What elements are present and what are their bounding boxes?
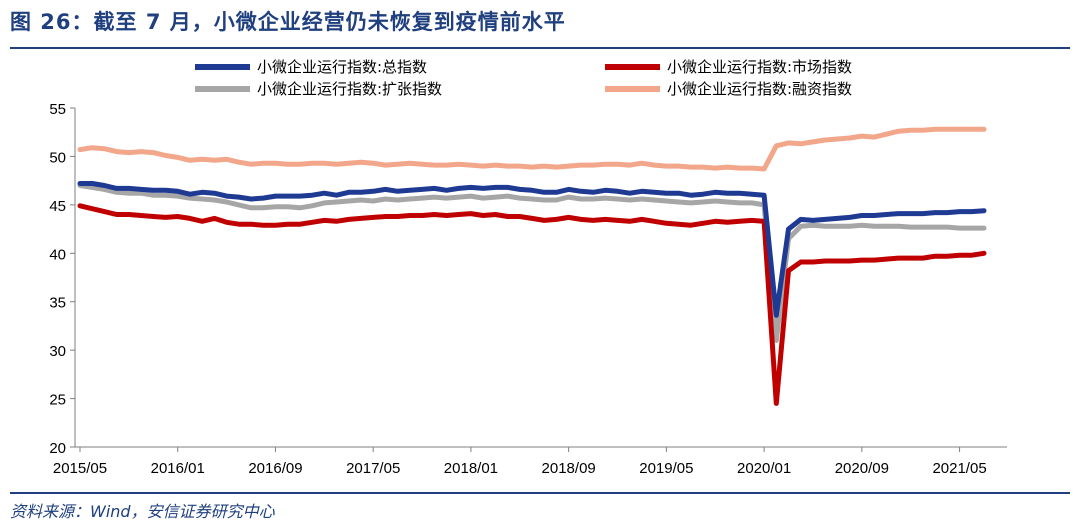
x-tick-label: 2021/05 xyxy=(932,460,986,477)
y-tick-label: 40 xyxy=(49,246,66,263)
series-layer xyxy=(77,126,987,406)
y-tick-label: 50 xyxy=(49,149,66,166)
x-tick-label: 2019/05 xyxy=(639,460,693,477)
series-line-2 xyxy=(77,183,987,343)
y-tick-label: 20 xyxy=(49,440,66,457)
source-note: 资料来源：Wind，安信证券研究中心 xyxy=(10,502,275,521)
x-tick-label: 2018/09 xyxy=(542,460,596,477)
x-tick-label: 2020/01 xyxy=(737,460,791,477)
legend-label-0: 小微企业运行指数:总指数 xyxy=(257,58,427,76)
legend-label-3: 小微企业运行指数:融资指数 xyxy=(667,80,852,98)
source-divider xyxy=(10,492,1070,494)
x-tick-label: 2015/05 xyxy=(53,460,107,477)
legend-label-2: 小微企业运行指数:扩张指数 xyxy=(257,80,442,98)
title-divider xyxy=(10,47,1070,49)
x-tick-label: 2016/01 xyxy=(151,460,205,477)
y-tick-label: 55 xyxy=(49,101,66,118)
y-tick-label: 35 xyxy=(49,295,66,312)
y-tick-label: 25 xyxy=(49,392,66,409)
series-line-1 xyxy=(77,203,987,406)
series-line-3 xyxy=(77,126,987,172)
y-tick-label: 45 xyxy=(49,198,66,215)
x-tick-label: 2016/09 xyxy=(248,460,302,477)
x-tick-label: 2020/09 xyxy=(835,460,889,477)
y-tick-label: 30 xyxy=(49,343,66,360)
x-tick-label: 2017/05 xyxy=(346,460,400,477)
legend-label-1: 小微企业运行指数:市场指数 xyxy=(667,58,852,76)
series-line-0 xyxy=(77,181,987,318)
figure-title: 图 26：截至 7 月，小微企业经营仍未恢复到疫情前水平 xyxy=(10,10,566,34)
axes: 20 25 30 35 40 45 50 55 2015/05 2016/01 2016/09 201… xyxy=(49,101,1007,477)
x-tick-label: 2018/01 xyxy=(444,460,498,477)
